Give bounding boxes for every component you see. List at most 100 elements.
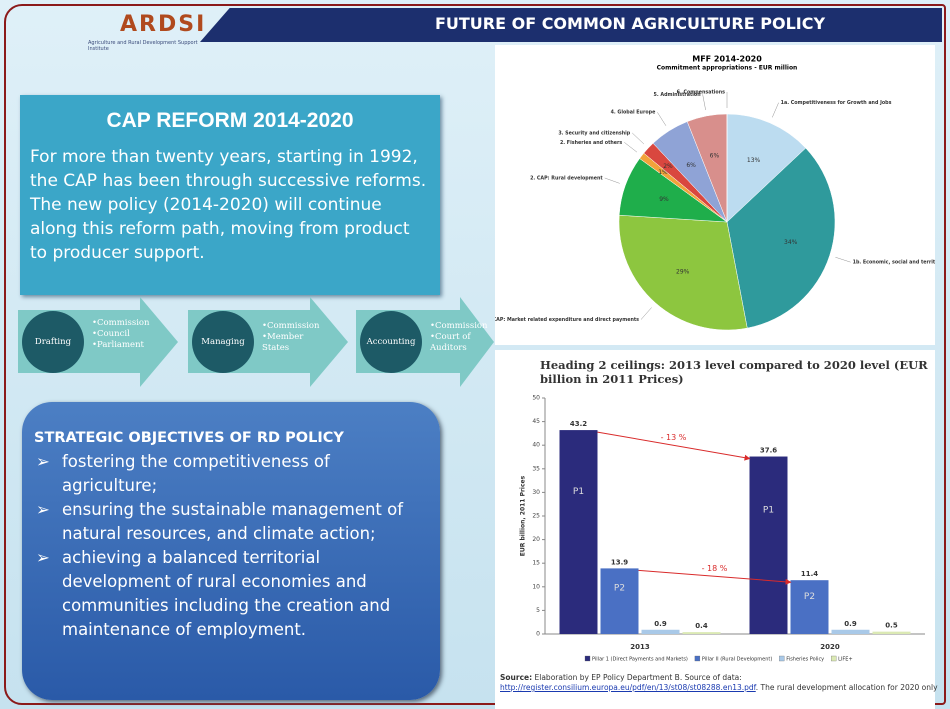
bar-chart: 0 5 10 15 20 25 30 35 40 45 50 EUR billion, 2011 Pr… bbox=[520, 395, 925, 663]
y-axis-label: EUR billion, 2011 Prices bbox=[520, 475, 527, 556]
y-tick-label: 50 bbox=[532, 395, 540, 402]
legend-label: Pillar 1 (Direct Payments and Markets) bbox=[592, 657, 688, 663]
objectives-box: STRATEGIC OBJECTIVES OF RD POLICY foster… bbox=[22, 402, 440, 700]
legend-label: Fisheries Policy bbox=[786, 657, 824, 663]
leader-line bbox=[702, 94, 706, 111]
legend-swatch bbox=[584, 655, 591, 662]
y-tick-label: 0 bbox=[536, 631, 540, 638]
objective-item: ensuring the sustainable management of n… bbox=[34, 498, 428, 546]
legend-swatch bbox=[779, 655, 785, 662]
y-tick-label: 30 bbox=[532, 489, 540, 496]
slice-label: 9% bbox=[659, 196, 669, 203]
process-items: •Commission •Council •Parliament bbox=[92, 318, 162, 351]
legend-label: Pillar II (Rural Development) bbox=[702, 657, 772, 663]
slice-label: 1% bbox=[658, 169, 668, 176]
change-label: - 18 % bbox=[702, 564, 728, 573]
bar-value-label: 0.9 bbox=[654, 620, 667, 628]
slice-category: 1b. Economic, social and territorial coh… bbox=[853, 260, 935, 266]
pie-slice bbox=[726, 147, 836, 329]
y-tick-label: 25 bbox=[532, 513, 540, 520]
pie-slice bbox=[618, 214, 748, 331]
cap-text: For more than twenty years, starting in … bbox=[30, 147, 427, 263]
process-item-text: Parliament bbox=[97, 340, 144, 350]
process-item: •Commission bbox=[92, 318, 150, 328]
leader-line bbox=[632, 132, 645, 145]
cap-box: CAP REFORM 2014-2020 For more than twent… bbox=[20, 95, 440, 295]
slice-label: 6% bbox=[686, 162, 696, 169]
slice-label: 2% bbox=[663, 163, 673, 170]
bar bbox=[600, 568, 639, 634]
slice-label: 29% bbox=[676, 269, 690, 276]
header-bar bbox=[200, 8, 942, 42]
bar bbox=[641, 629, 680, 634]
source-label: Source: bbox=[500, 673, 533, 682]
bar-value-label: 37.6 bbox=[760, 447, 777, 455]
bar-value-label: 0.5 bbox=[885, 622, 898, 630]
bar bbox=[559, 430, 598, 634]
bar-title: Heading 2 ceilings: 2013 level compared … bbox=[540, 358, 928, 386]
process-items: •Commission •Court of Auditors bbox=[430, 321, 500, 354]
y-tick-label: 20 bbox=[532, 536, 540, 543]
process-item-text: Council bbox=[97, 329, 130, 339]
bar-value-label: 11.4 bbox=[801, 570, 818, 578]
slice-category: 2. CAP: Rural development bbox=[530, 175, 603, 181]
legend-swatch bbox=[694, 655, 701, 662]
change-label: - 13 % bbox=[661, 433, 687, 442]
cap-title: CAP REFORM 2014-2020 bbox=[106, 109, 354, 132]
process-item: •Parliament bbox=[92, 340, 144, 350]
bar bbox=[790, 580, 829, 634]
change-arrow bbox=[638, 569, 792, 585]
bar-value-label: 0.4 bbox=[695, 622, 708, 630]
bar-value-label: 13.9 bbox=[611, 558, 628, 566]
frame bbox=[4, 4, 946, 705]
slice-label: 6% bbox=[710, 153, 720, 160]
process-step-label: Accounting bbox=[360, 311, 422, 373]
x-tick-label: 2020 bbox=[820, 643, 840, 651]
bar bbox=[682, 632, 721, 634]
source-text: Elaboration by EP Policy Department B. S… bbox=[534, 673, 742, 682]
x-tick-label: 2013 bbox=[630, 643, 650, 651]
slice-label: 13% bbox=[747, 157, 761, 164]
bar bbox=[749, 456, 788, 634]
leader-line bbox=[772, 102, 779, 118]
bar-inner-label: P1 bbox=[573, 487, 584, 497]
leader-line bbox=[604, 177, 620, 184]
slice-category: 6. Compensations bbox=[677, 90, 725, 96]
y-tick-label: 15 bbox=[532, 560, 540, 567]
process-item-text: Commission bbox=[97, 318, 150, 328]
process-item-text: Commission bbox=[267, 321, 320, 331]
slice-category: 2. Fisheries and others bbox=[560, 140, 622, 146]
bar-inner-label: P2 bbox=[614, 584, 625, 594]
y-tick-label: 5 bbox=[536, 607, 540, 614]
bar-panel: 0 5 10 15 20 25 30 35 40 45 50 EUR billion, 2011 Pr… bbox=[495, 350, 935, 709]
process-item: •Court of Auditors bbox=[430, 332, 471, 353]
header-title: FUTURE OF COMMON AGRICULTURE POLICY bbox=[434, 14, 826, 33]
slice-category: 1a. Competitiveness for Growth and Jobs bbox=[781, 100, 892, 106]
objectives-title: STRATEGIC OBJECTIVES OF RD POLICY bbox=[34, 430, 344, 446]
source: Source: Elaboration by EP Policy Departm… bbox=[500, 673, 940, 693]
pie-panel: MFF 2014-2020 Commitment appropriations -… bbox=[486, 45, 950, 345]
process-item-text: Commission bbox=[435, 321, 488, 331]
slice-category: 3. Security and citizenship bbox=[558, 131, 630, 137]
objectives-list: fostering the competitiveness of agricul… bbox=[22, 450, 440, 642]
objective-item: fostering the competitiveness of agricul… bbox=[34, 450, 428, 498]
bar-inner-label: P1 bbox=[763, 505, 774, 515]
process-item: •Member States bbox=[262, 332, 304, 353]
process-step-label: Managing bbox=[192, 311, 254, 373]
bar-value-label: 43.2 bbox=[570, 420, 587, 428]
slice-category: 5. Administration bbox=[654, 92, 702, 98]
pie-slice bbox=[726, 113, 807, 223]
process-item: •Commission bbox=[430, 321, 488, 331]
step-label: Managing bbox=[201, 337, 245, 347]
y-tick-label: 45 bbox=[532, 418, 540, 425]
process-item: •Commission bbox=[262, 321, 320, 331]
legend-label: LIFE+ bbox=[838, 657, 853, 663]
leader-line bbox=[640, 307, 652, 320]
pie-title: MFF 2014-2020 bbox=[692, 55, 762, 64]
source-link[interactable]: http://register.consilium.europa.eu/pdf/… bbox=[500, 683, 756, 692]
leader-line bbox=[835, 257, 851, 263]
objective-item: achieving a balanced territorial develop… bbox=[34, 546, 428, 642]
logo: ARDSI bbox=[120, 12, 207, 37]
